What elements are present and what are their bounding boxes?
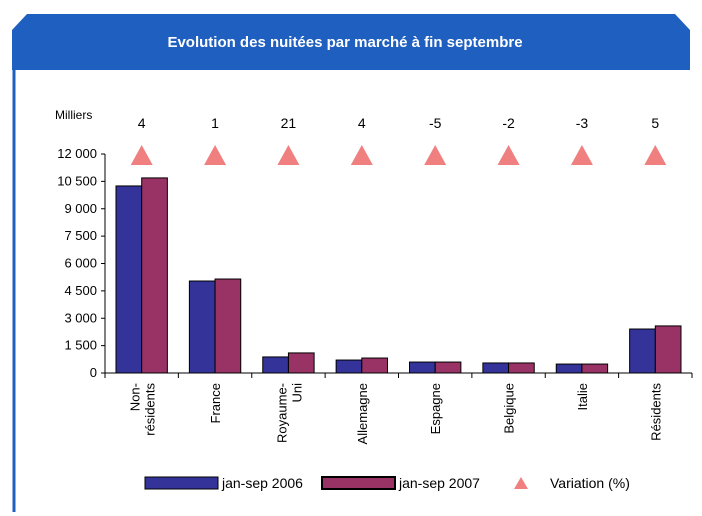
bar bbox=[141, 177, 168, 374]
x-tick-label: France bbox=[208, 383, 223, 423]
variation-label: -5 bbox=[429, 115, 442, 131]
variation-marker bbox=[350, 145, 373, 165]
bar bbox=[361, 357, 388, 374]
bar bbox=[482, 362, 510, 374]
variation-label: 5 bbox=[651, 115, 659, 131]
legend-swatch bbox=[514, 477, 528, 489]
variation-label: 4 bbox=[358, 115, 366, 131]
bar bbox=[115, 185, 143, 374]
legend-label: Variation (%) bbox=[550, 475, 630, 491]
y-tick-label: 6 000 bbox=[64, 256, 97, 271]
variation-label: -2 bbox=[502, 115, 515, 131]
bar bbox=[629, 328, 656, 374]
x-tick-label: Résidents bbox=[648, 383, 663, 441]
x-tick-label: Italie bbox=[575, 383, 590, 410]
bar bbox=[188, 280, 216, 374]
bar bbox=[555, 363, 583, 374]
y-tick-label: 0 bbox=[90, 365, 97, 380]
bar bbox=[434, 361, 462, 374]
bar bbox=[287, 352, 315, 374]
variation-marker bbox=[424, 145, 447, 165]
legend-swatch bbox=[144, 476, 219, 490]
variation-label: 1 bbox=[211, 115, 219, 131]
bar bbox=[508, 362, 535, 374]
x-tick-label: Espagne bbox=[428, 383, 443, 434]
y-tick-label: 1 500 bbox=[64, 338, 97, 353]
bar bbox=[409, 361, 436, 374]
y-unit-label: Milliers bbox=[55, 108, 92, 122]
y-tick-label: 9 000 bbox=[64, 201, 97, 216]
variation-marker bbox=[644, 145, 667, 165]
bar bbox=[262, 356, 289, 374]
chart-title: Evolution des nuitées par marché à fin s… bbox=[167, 34, 522, 51]
legend-label: jan-sep 2007 bbox=[398, 475, 480, 491]
variation-marker bbox=[277, 145, 300, 165]
bar bbox=[654, 325, 682, 374]
variation-marker bbox=[130, 145, 153, 165]
variation-marker bbox=[570, 145, 593, 165]
y-tick-label: 12 000 bbox=[57, 146, 97, 161]
legend-swatch bbox=[321, 476, 396, 490]
variation-label: -3 bbox=[576, 115, 589, 131]
title-banner bbox=[12, 14, 690, 70]
y-tick-label: 3 000 bbox=[64, 310, 97, 325]
x-tick-label: Non-résidents bbox=[128, 383, 158, 436]
variation-label: 21 bbox=[281, 115, 297, 131]
y-tick-label: 7 500 bbox=[64, 228, 97, 243]
y-tick-label: 10 500 bbox=[57, 173, 97, 188]
bar bbox=[581, 363, 609, 374]
legend-label: jan-sep 2006 bbox=[221, 475, 303, 491]
bar bbox=[335, 359, 363, 374]
x-tick-label: Royaume-Uni bbox=[274, 383, 304, 443]
bar bbox=[214, 278, 242, 374]
x-tick-label: Belgique bbox=[502, 383, 517, 434]
y-tick-label: 4 500 bbox=[64, 283, 97, 298]
x-tick-label: Allemagne bbox=[355, 383, 370, 444]
variation-marker bbox=[204, 145, 227, 165]
variation-label: 4 bbox=[138, 115, 146, 131]
variation-marker bbox=[497, 145, 520, 165]
